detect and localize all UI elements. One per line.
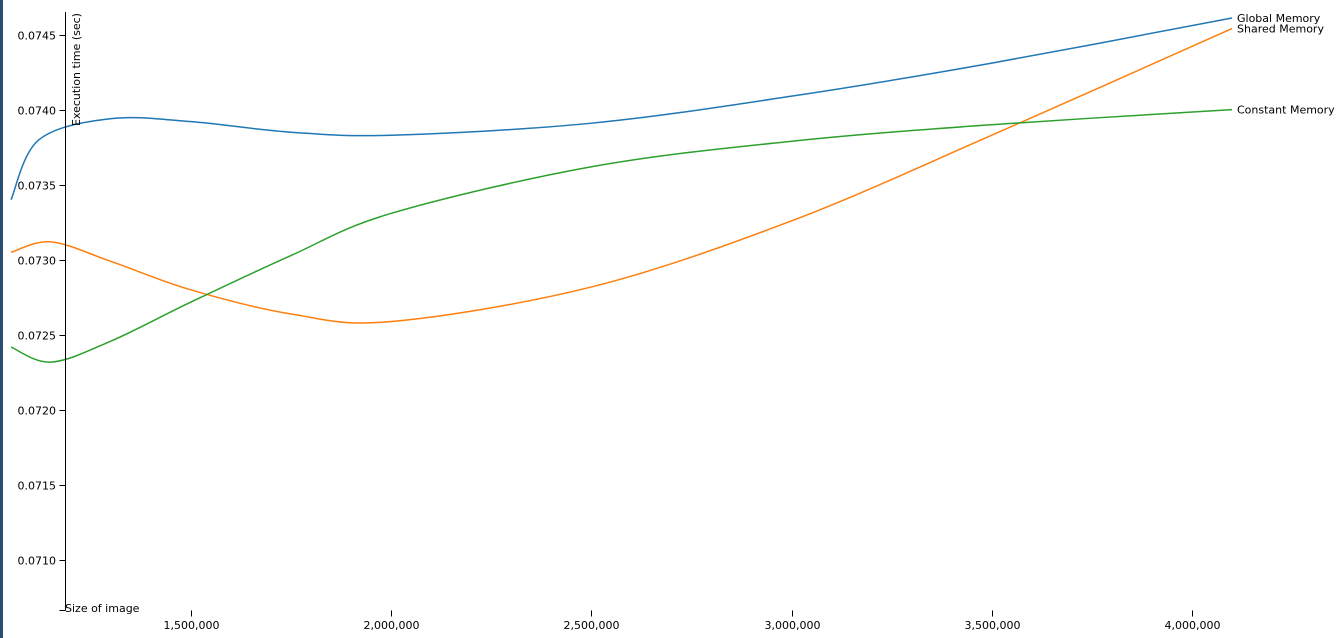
x-axis: 1,500,000 2,000,000 2,500,000 3,000,000 3,50… [59,610,1221,632]
y-axis-title: Execution time (sec) [70,13,83,126]
y-tick-label: 0.0745 [18,30,57,43]
y-tick-label: 0.0740 [18,105,57,118]
series-label-global-memory: Global Memory [1237,12,1321,25]
series-line-constant-memory [10,108,1233,363]
y-tick-label: 0.0710 [18,555,57,568]
x-tick-label: 3,000,000 [765,619,821,632]
y-tick-label: 0.0720 [18,405,57,418]
series-label-shared-memory: Shared Memory [1237,23,1324,36]
x-tick-label: 4,000,000 [1165,619,1221,632]
left-edge-bar [0,0,3,638]
y-tick-label: 0.0730 [18,255,57,268]
y-tick-label: 0.0725 [18,330,57,343]
x-tick-label: 2,000,000 [364,619,420,632]
x-tick-label: 2,500,000 [564,619,620,632]
series-lines [10,17,1233,363]
series-label-constant-memory: Constant Memory [1237,104,1335,117]
x-tick-label: 1,500,000 [164,619,220,632]
series-line-global-memory [10,17,1233,201]
x-tick-label: 3,500,000 [965,619,1021,632]
y-axis: 0.0710 0.0715 0.0720 0.0725 0.0730 0.0735 0.07… [18,12,66,610]
x-axis-title: Size of image [65,602,140,615]
y-tick-label: 0.0735 [18,180,57,193]
y-tick-label: 0.0715 [18,480,57,493]
series-line-shared-memory [10,27,1233,324]
